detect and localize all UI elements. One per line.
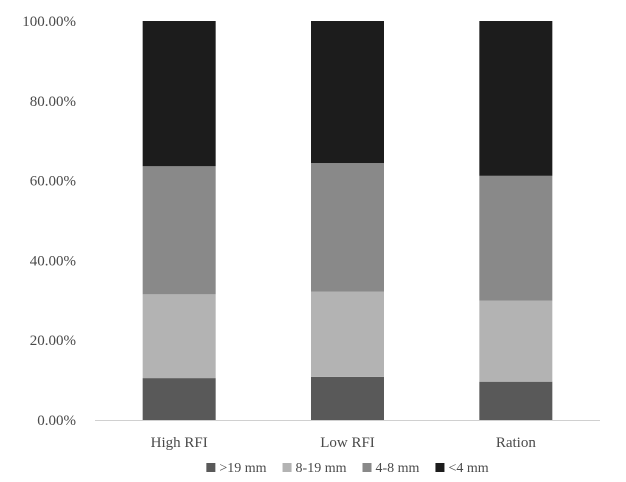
x-category-label: High RFI	[151, 435, 208, 451]
y-tick-label: 20.00%	[30, 333, 76, 349]
legend: >19 mm 8-19 mm 4-8 mm <4 mm	[206, 461, 489, 476]
y-tick-label: 40.00%	[30, 253, 76, 269]
bar-segment-1	[311, 376, 384, 420]
bar-segment-2	[311, 291, 384, 377]
x-category-label: Ration	[496, 435, 536, 451]
legend-swatch	[282, 463, 292, 472]
legend-item: <4 mm	[435, 461, 489, 476]
bar-segment-3	[479, 175, 553, 301]
x-axis: High RFI Low RFI Ration	[95, 420, 600, 451]
legend-item: 4-8 mm	[362, 461, 420, 476]
bar-segment-4	[479, 21, 553, 176]
legend-swatch	[362, 463, 372, 472]
y-tick-label: 60.00%	[30, 174, 76, 190]
bar-segment-2	[142, 294, 216, 379]
legend-item: >19 mm	[206, 461, 267, 476]
legend-label: 8-19 mm	[296, 461, 347, 476]
legend-label: >19 mm	[219, 461, 266, 476]
bar-segment-3	[142, 166, 216, 295]
bar-segment-3	[311, 163, 384, 292]
x-category-label: Low RFI	[320, 435, 375, 451]
y-tick-label: 100.00%	[22, 14, 76, 30]
legend-swatch	[206, 463, 216, 472]
y-tick-label: 0.00%	[37, 413, 76, 429]
bar-segment-4	[311, 21, 384, 164]
bar-segment-1	[142, 378, 216, 420]
bar-segment-1	[479, 381, 553, 420]
y-tick-label: 80.00%	[30, 94, 76, 110]
bars-group	[142, 21, 553, 420]
bar-segment-4	[142, 21, 216, 167]
y-axis: 0.00% 20.00% 40.00% 60.00% 80.00% 100.00%	[22, 14, 76, 429]
legend-label: <4 mm	[448, 461, 488, 476]
bar-segment-2	[479, 300, 553, 382]
legend-label: 4-8 mm	[376, 461, 420, 476]
legend-swatch	[435, 463, 445, 472]
legend-item: 8-19 mm	[282, 461, 347, 476]
